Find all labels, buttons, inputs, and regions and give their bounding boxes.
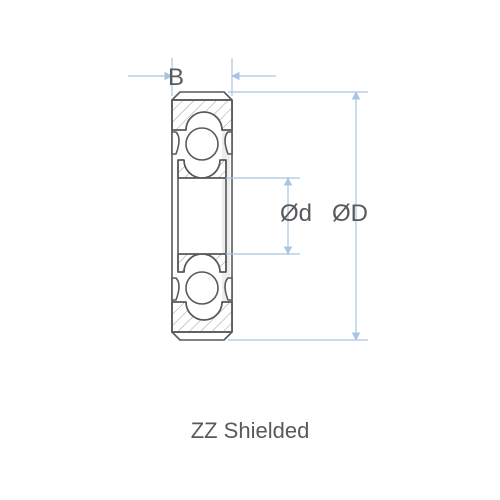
ball-bottom <box>186 272 218 304</box>
bearing-body <box>172 92 232 340</box>
dim-label-D: ØD <box>332 200 368 228</box>
dim-label-d: Ød <box>280 200 312 228</box>
bearing-diagram-stage: B Ød ØD ZZ Shielded <box>0 0 500 500</box>
ball-top <box>186 128 218 160</box>
dim-B <box>128 58 276 96</box>
dimension-lines <box>128 58 368 340</box>
caption-text: ZZ Shielded <box>0 418 500 444</box>
dim-label-B: B <box>168 64 184 92</box>
